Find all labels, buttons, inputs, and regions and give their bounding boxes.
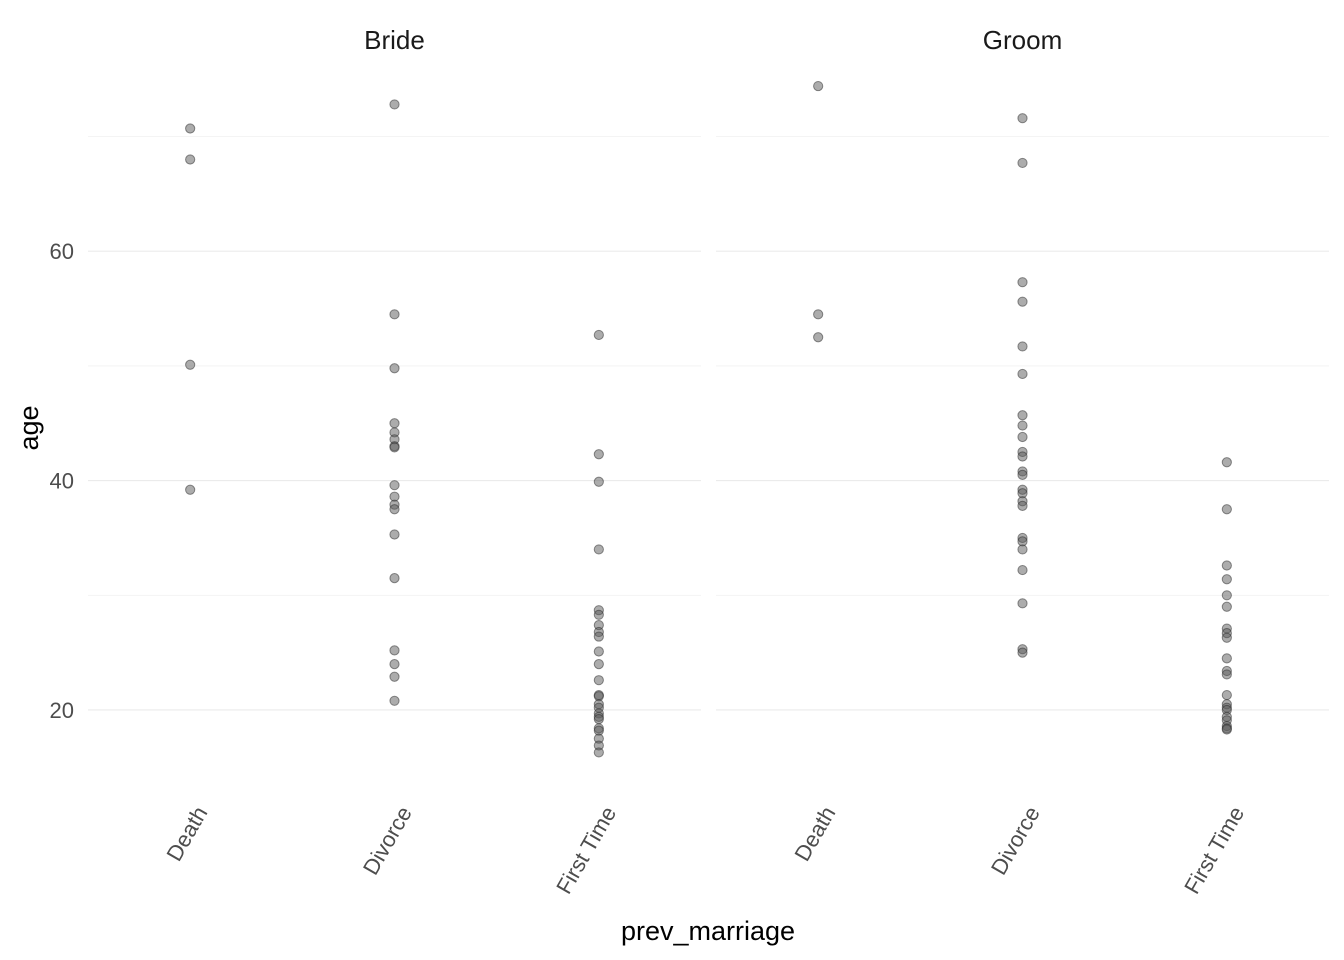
data-point <box>185 484 196 495</box>
data-point <box>593 609 604 620</box>
data-point <box>389 572 400 584</box>
panel-groom: Groom Death Divorce First Time <box>716 25 1329 898</box>
data-point <box>1221 689 1232 701</box>
data-point <box>593 449 604 460</box>
data-point <box>1221 590 1232 601</box>
data-point <box>389 504 400 515</box>
data-point <box>1017 431 1028 443</box>
data-point <box>593 659 604 670</box>
data-point <box>1221 724 1232 735</box>
data-point <box>1221 669 1232 680</box>
y-tick-label: 20 <box>50 698 74 723</box>
data-point <box>389 309 400 320</box>
data-point <box>389 659 400 670</box>
data-point <box>185 123 196 134</box>
data-point <box>185 154 196 165</box>
facet-strip-label: Bride <box>364 25 425 55</box>
data-point <box>1017 410 1028 421</box>
data-point <box>1017 368 1028 380</box>
data-point <box>1017 469 1028 480</box>
data-point <box>1221 504 1232 515</box>
data-point <box>593 476 604 487</box>
data-point <box>389 363 400 374</box>
data-point <box>1017 420 1028 431</box>
data-point <box>813 80 824 92</box>
facet-strip-label: Groom <box>983 25 1062 55</box>
data-point <box>1017 544 1028 555</box>
data-point <box>593 646 604 657</box>
data-point <box>593 714 604 725</box>
data-point <box>1017 341 1028 352</box>
x-tick-label: Divorce <box>986 802 1045 879</box>
data-point <box>1221 457 1232 468</box>
y-tick-label: 40 <box>50 469 74 494</box>
data-point <box>593 329 604 341</box>
x-tick-label: First Time <box>551 802 621 898</box>
data-point <box>389 529 400 540</box>
data-point <box>1221 601 1232 612</box>
data-point <box>389 442 400 453</box>
y-axis-title: age <box>14 405 44 450</box>
data-point <box>389 645 400 656</box>
data-point <box>1017 451 1028 462</box>
data-point <box>1221 653 1232 664</box>
x-tick-label: Divorce <box>358 802 417 879</box>
x-tick-label: Death <box>161 802 212 865</box>
data-point <box>1221 632 1232 643</box>
data-point <box>389 480 400 491</box>
data-point <box>1221 560 1232 571</box>
data-point <box>813 332 824 343</box>
data-point <box>813 309 824 320</box>
data-point <box>389 418 400 429</box>
data-point <box>1017 277 1028 288</box>
data-point <box>389 695 400 706</box>
data-point <box>593 747 604 758</box>
data-point <box>593 544 604 555</box>
data-point <box>389 671 400 682</box>
data-point <box>1017 647 1028 658</box>
chart-panels: Bride 20 40 60 Death Divorce First Time Groom De… <box>50 25 1329 898</box>
data-point <box>1017 598 1028 609</box>
data-point <box>389 99 400 110</box>
data-point <box>1017 500 1028 511</box>
x-axis-title: prev_marriage <box>621 916 795 946</box>
x-tick-label: Death <box>789 802 840 865</box>
panel-bride: Bride 20 40 60 Death Divorce First Time <box>50 25 701 898</box>
data-point <box>1017 296 1028 307</box>
data-point <box>593 675 604 686</box>
data-point <box>1017 564 1028 576</box>
x-tick-label: First Time <box>1179 802 1249 898</box>
data-point <box>593 631 604 642</box>
y-tick-label: 60 <box>50 239 74 264</box>
data-point <box>1017 157 1028 169</box>
data-point <box>1221 574 1232 585</box>
data-point <box>185 359 196 370</box>
data-point <box>1017 113 1028 124</box>
